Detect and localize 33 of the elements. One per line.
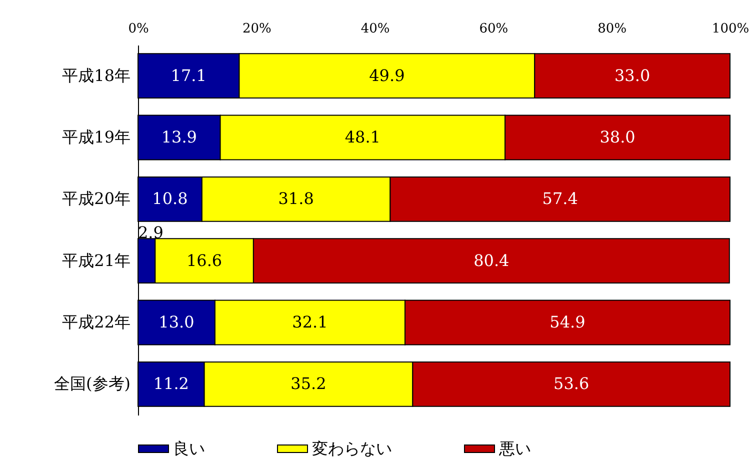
data-label: 10.8 — [152, 189, 188, 208]
data-label: 80.4 — [474, 250, 510, 270]
data-label: 32.1 — [292, 312, 328, 332]
data-label: 48.1 — [344, 128, 380, 146]
data-label: 2.9 — [138, 222, 164, 242]
data-label: 53.6 — [554, 374, 590, 394]
data-label: 13.0 — [158, 312, 194, 332]
data-label: 16.6 — [186, 250, 222, 270]
data-label: 54.9 — [550, 312, 586, 332]
data-label: 17.1 — [170, 66, 206, 85]
data-label: 33.0 — [614, 66, 650, 85]
x-tick-label: 60% — [479, 22, 508, 36]
data-label: 13.9 — [161, 128, 197, 146]
y-tick-label: 平成21年 — [62, 250, 130, 270]
y-tick-label: 平成20年 — [62, 189, 130, 208]
y-tick-label: 平成19年 — [62, 128, 130, 146]
data-label: 57.4 — [542, 189, 578, 208]
data-label: 35.2 — [290, 374, 326, 394]
data-label: 31.8 — [278, 189, 314, 208]
legend-label: 変わらない — [312, 438, 392, 458]
y-tick-label: 平成18年 — [62, 66, 130, 85]
data-label: 11.2 — [153, 374, 189, 394]
legend-label: 良い — [173, 438, 205, 458]
data-label: 38.0 — [600, 128, 636, 146]
x-tick-label: 20% — [242, 22, 272, 36]
y-tick-label: 平成22年 — [62, 312, 130, 332]
data-label: 49.9 — [369, 66, 405, 85]
x-tick-label: 40% — [360, 22, 390, 36]
x-tick-label: 80% — [598, 22, 627, 36]
legend-label: 悪い — [498, 438, 531, 458]
x-tick-label: 100% — [712, 22, 749, 36]
y-tick-label: 全国(参考) — [54, 374, 130, 394]
x-tick-label: 0% — [128, 22, 149, 36]
